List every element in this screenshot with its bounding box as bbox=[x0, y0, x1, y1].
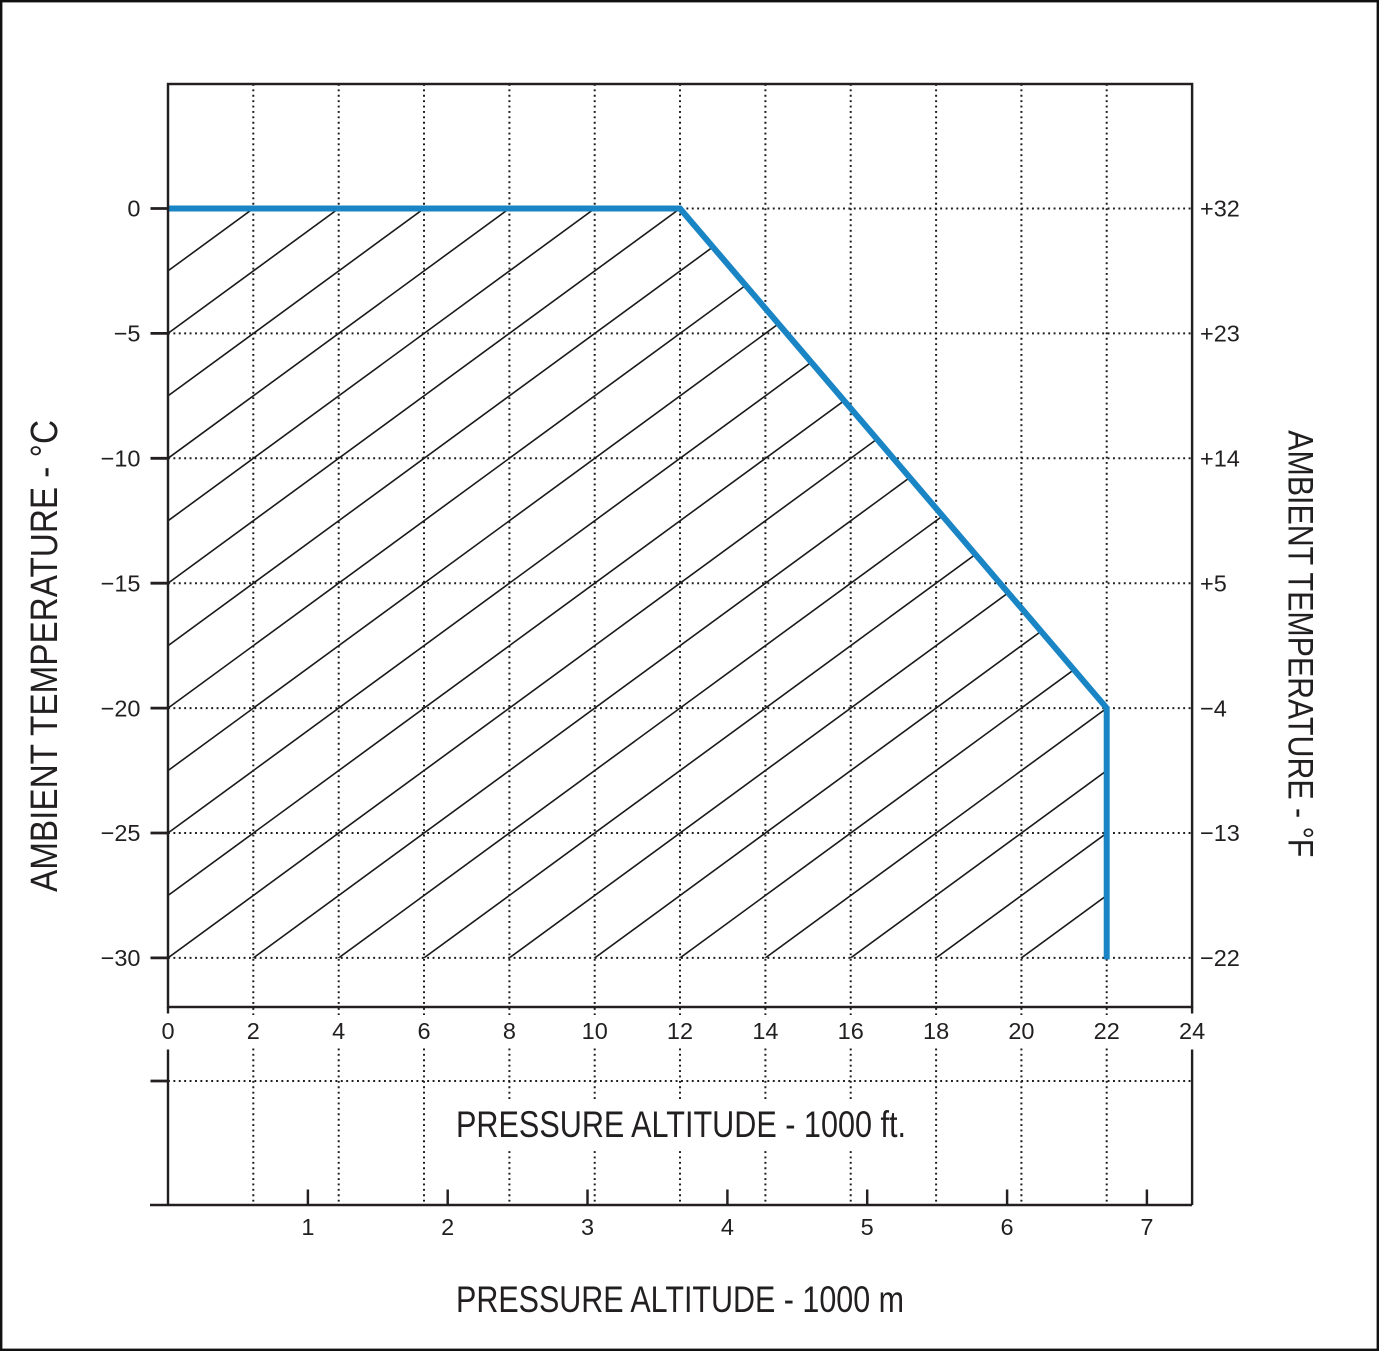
svg-text:−13: −13 bbox=[1200, 820, 1240, 846]
svg-text:+23: +23 bbox=[1200, 321, 1240, 347]
svg-text:18: 18 bbox=[923, 1018, 949, 1044]
svg-text:−4: −4 bbox=[1200, 695, 1227, 721]
svg-text:+5: +5 bbox=[1200, 570, 1227, 596]
svg-text:0: 0 bbox=[127, 196, 140, 222]
svg-text:6: 6 bbox=[1001, 1214, 1014, 1240]
svg-text:−5: −5 bbox=[114, 321, 141, 347]
svg-text:PRESSURE ALTITUDE - 1000 m: PRESSURE ALTITUDE - 1000 m bbox=[456, 1279, 904, 1320]
svg-text:AMBIENT TEMPERATURE - °C: AMBIENT TEMPERATURE - °C bbox=[24, 420, 66, 892]
svg-text:−30: −30 bbox=[101, 945, 141, 971]
svg-text:5: 5 bbox=[861, 1214, 874, 1240]
svg-text:6: 6 bbox=[417, 1018, 430, 1044]
svg-text:+32: +32 bbox=[1200, 196, 1240, 222]
svg-text:2: 2 bbox=[441, 1214, 454, 1240]
svg-text:4: 4 bbox=[721, 1214, 734, 1240]
svg-text:−15: −15 bbox=[101, 570, 141, 596]
svg-text:8: 8 bbox=[503, 1018, 516, 1044]
svg-text:1: 1 bbox=[301, 1214, 314, 1240]
svg-text:16: 16 bbox=[838, 1018, 864, 1044]
svg-text:2: 2 bbox=[247, 1018, 260, 1044]
svg-text:−10: −10 bbox=[101, 446, 141, 472]
svg-text:−25: −25 bbox=[101, 820, 141, 846]
svg-text:0: 0 bbox=[161, 1018, 174, 1044]
svg-text:AMBIENT TEMPERATURE - °F: AMBIENT TEMPERATURE - °F bbox=[1281, 430, 1320, 857]
svg-text:−20: −20 bbox=[101, 695, 141, 721]
svg-text:22: 22 bbox=[1094, 1018, 1120, 1044]
svg-text:3: 3 bbox=[581, 1214, 594, 1240]
svg-text:7: 7 bbox=[1140, 1214, 1153, 1240]
svg-text:+14: +14 bbox=[1200, 446, 1240, 472]
svg-text:12: 12 bbox=[667, 1018, 693, 1044]
svg-text:14: 14 bbox=[752, 1018, 778, 1044]
svg-text:4: 4 bbox=[332, 1018, 345, 1044]
svg-text:24: 24 bbox=[1179, 1018, 1205, 1044]
svg-text:PRESSURE ALTITUDE - 1000 ft.: PRESSURE ALTITUDE - 1000 ft. bbox=[456, 1104, 906, 1145]
svg-text:−22: −22 bbox=[1200, 945, 1240, 971]
svg-text:20: 20 bbox=[1008, 1018, 1034, 1044]
svg-text:10: 10 bbox=[582, 1018, 608, 1044]
